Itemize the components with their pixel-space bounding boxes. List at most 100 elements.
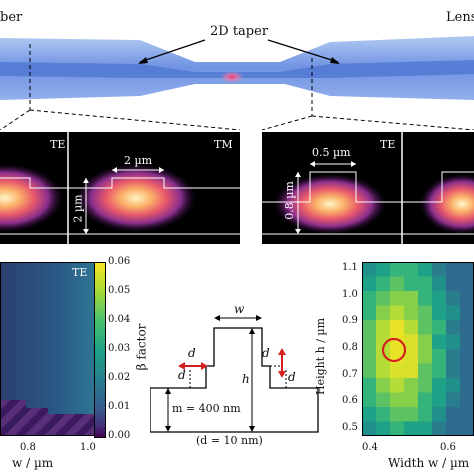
colorbar-tick: 0.04 [108, 314, 131, 325]
heatmap-cell [362, 320, 377, 335]
heatmap-cell [390, 363, 405, 379]
mode-profile-te-right [274, 174, 386, 234]
colorbar-label: β factor [134, 323, 149, 371]
heatmap-cell [446, 320, 461, 335]
heatmap-cell [404, 392, 419, 408]
taper-arrow-left [139, 39, 206, 63]
waveguide-render: ber Lens 2D taper [0, 0, 474, 131]
heatmap-cell [404, 262, 419, 277]
d-label-0: d [188, 346, 196, 360]
colorbar-tick: 0.01 [108, 401, 131, 412]
heatmap-te-hatched-region [0, 400, 100, 436]
heatmap-cell [404, 276, 419, 292]
heatmap-cell [460, 334, 474, 350]
heatmap-te-svg [0, 262, 100, 436]
right-heatmap-ylabel: Height h / µm [314, 317, 328, 396]
heatmap-cell [418, 392, 433, 408]
ridge-outline-b [68, 177, 240, 189]
heatmap-cell [418, 363, 433, 379]
heatmap-cell [376, 320, 391, 335]
right-heatmap-cells [362, 262, 474, 437]
h-dim-head-b [249, 426, 255, 432]
heatmap-cell [362, 276, 377, 292]
right-heatmap-marker [381, 337, 407, 363]
dim-width-label-right: 0.5 µm [312, 146, 351, 159]
mode-panels-right: TE 0.5 µm 0.8 µm [262, 132, 474, 244]
dim-height-arrowhead-a [83, 178, 89, 183]
heatmap-cell [446, 305, 461, 321]
heatmap-cell [418, 349, 433, 364]
heatmap-cell [460, 349, 474, 364]
colorbar [94, 262, 106, 438]
mode-right-svg [262, 132, 474, 244]
heatmap-cell [390, 262, 405, 277]
right-heatmap-ytick: 1.0 [342, 288, 358, 300]
heatmap-cell [418, 320, 433, 335]
taper-arrow-right [267, 39, 339, 63]
ridge-outline-a [0, 177, 68, 189]
w-dim-head-a [214, 315, 220, 321]
right-heatmap-ytick: 0.9 [342, 315, 358, 327]
heatmap-cell [404, 291, 419, 306]
heatmap-cell [460, 320, 474, 335]
heatmap-cell [404, 334, 419, 350]
d-label-1: d [178, 368, 186, 382]
heatmap-cell [432, 291, 447, 306]
waveguide-svg [0, 36, 474, 131]
heatmap-cell [390, 276, 405, 292]
heatmap-te: TE [0, 262, 100, 436]
heatmap-cell [376, 291, 391, 306]
label-fiber: ber [0, 10, 23, 25]
heatmap-cell [404, 421, 419, 437]
heatmap-cell [376, 407, 391, 422]
heatmap-cell [432, 349, 447, 364]
heatmap-te-tag: TE [72, 266, 88, 279]
mode-tag-te-right: TE [380, 138, 396, 151]
heatmap-te-xtick-0: 0.8 [20, 442, 36, 453]
mode-panels-left: TE TM 2 µm 2 µm [0, 132, 240, 244]
heatmap-cell [362, 378, 377, 393]
heatmap-cell [460, 392, 474, 408]
dim-width-arrowhead-right-b [351, 161, 356, 167]
dim-height-label-left: 2 µm [71, 194, 85, 223]
ridge-outline-right [262, 171, 402, 203]
heatmap-cell [446, 262, 461, 277]
m-dim-head-b [165, 426, 171, 432]
heatmap-cell [362, 363, 377, 379]
w-label: w [234, 302, 245, 316]
heatmap-cell [418, 305, 433, 321]
heatmap-cell [362, 349, 377, 364]
colorbar-tick: 0.06 [108, 256, 131, 267]
colorbar-tick: 0.00 [108, 430, 131, 441]
heatmap-cell [460, 363, 474, 379]
right-heatmap-ytick: 0.8 [342, 342, 358, 353]
heatmap-cell [418, 276, 433, 292]
heatmap-cell [362, 291, 377, 306]
dim-height-label-right: 0.8 µm [282, 181, 296, 220]
right-heatmap-svg [362, 262, 474, 437]
dim-width-label-left: 2 µm [124, 154, 153, 167]
d-label-3: d [288, 370, 296, 384]
heatmap-cell [460, 421, 474, 437]
heatmap-cell [460, 291, 474, 306]
heatmap-cell [404, 320, 419, 335]
m-label: m = 400 nm [172, 402, 241, 415]
d-label-2: d [262, 346, 270, 360]
heatmap-cell [432, 392, 447, 408]
heatmap-cell [362, 421, 377, 437]
right-heatmap-xtick-1: 0.6 [440, 442, 456, 453]
mode-tag-te-left: TE [50, 138, 66, 151]
taper-arrowhead-left [138, 57, 148, 64]
right-heatmap-ytick: 1.1 [342, 262, 358, 273]
heatmap-cell [390, 320, 405, 335]
heatmap-cell [460, 305, 474, 321]
heatmap-cell [446, 334, 461, 350]
heatmap-cell [404, 349, 419, 364]
dash-right-b [311, 115, 474, 131]
heatmap-cell [460, 276, 474, 292]
colorbar-tick: 0.05 [108, 285, 131, 296]
dash-left-a [0, 109, 31, 131]
heatmap-cell [432, 421, 447, 437]
colorbar-tick: 0.03 [108, 343, 131, 354]
heatmap-cell [376, 262, 391, 277]
